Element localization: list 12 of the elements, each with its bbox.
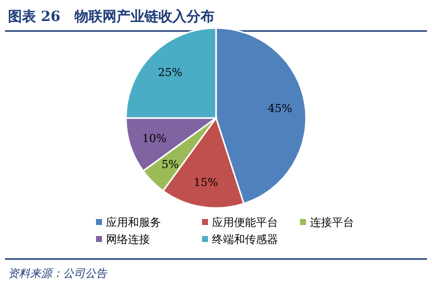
data-label: 25% xyxy=(158,66,182,80)
chart-title: 图表 26 物联网产业链收入分布 xyxy=(8,8,214,25)
data-label: 10% xyxy=(142,132,167,146)
text: 资料来源：公司公告 xyxy=(8,267,108,280)
data-label: 45% xyxy=(268,102,292,115)
data-label: 15% xyxy=(194,176,218,189)
legend-label: 连接平台 xyxy=(310,216,354,229)
data-label: 5% xyxy=(161,158,179,171)
legend-label: 终端和传感器 xyxy=(212,233,278,246)
legend-label: 应用便能平台 xyxy=(212,216,278,229)
legend-label: 应用和服务 xyxy=(106,216,161,229)
legend-label: 网络连接 xyxy=(106,233,150,246)
